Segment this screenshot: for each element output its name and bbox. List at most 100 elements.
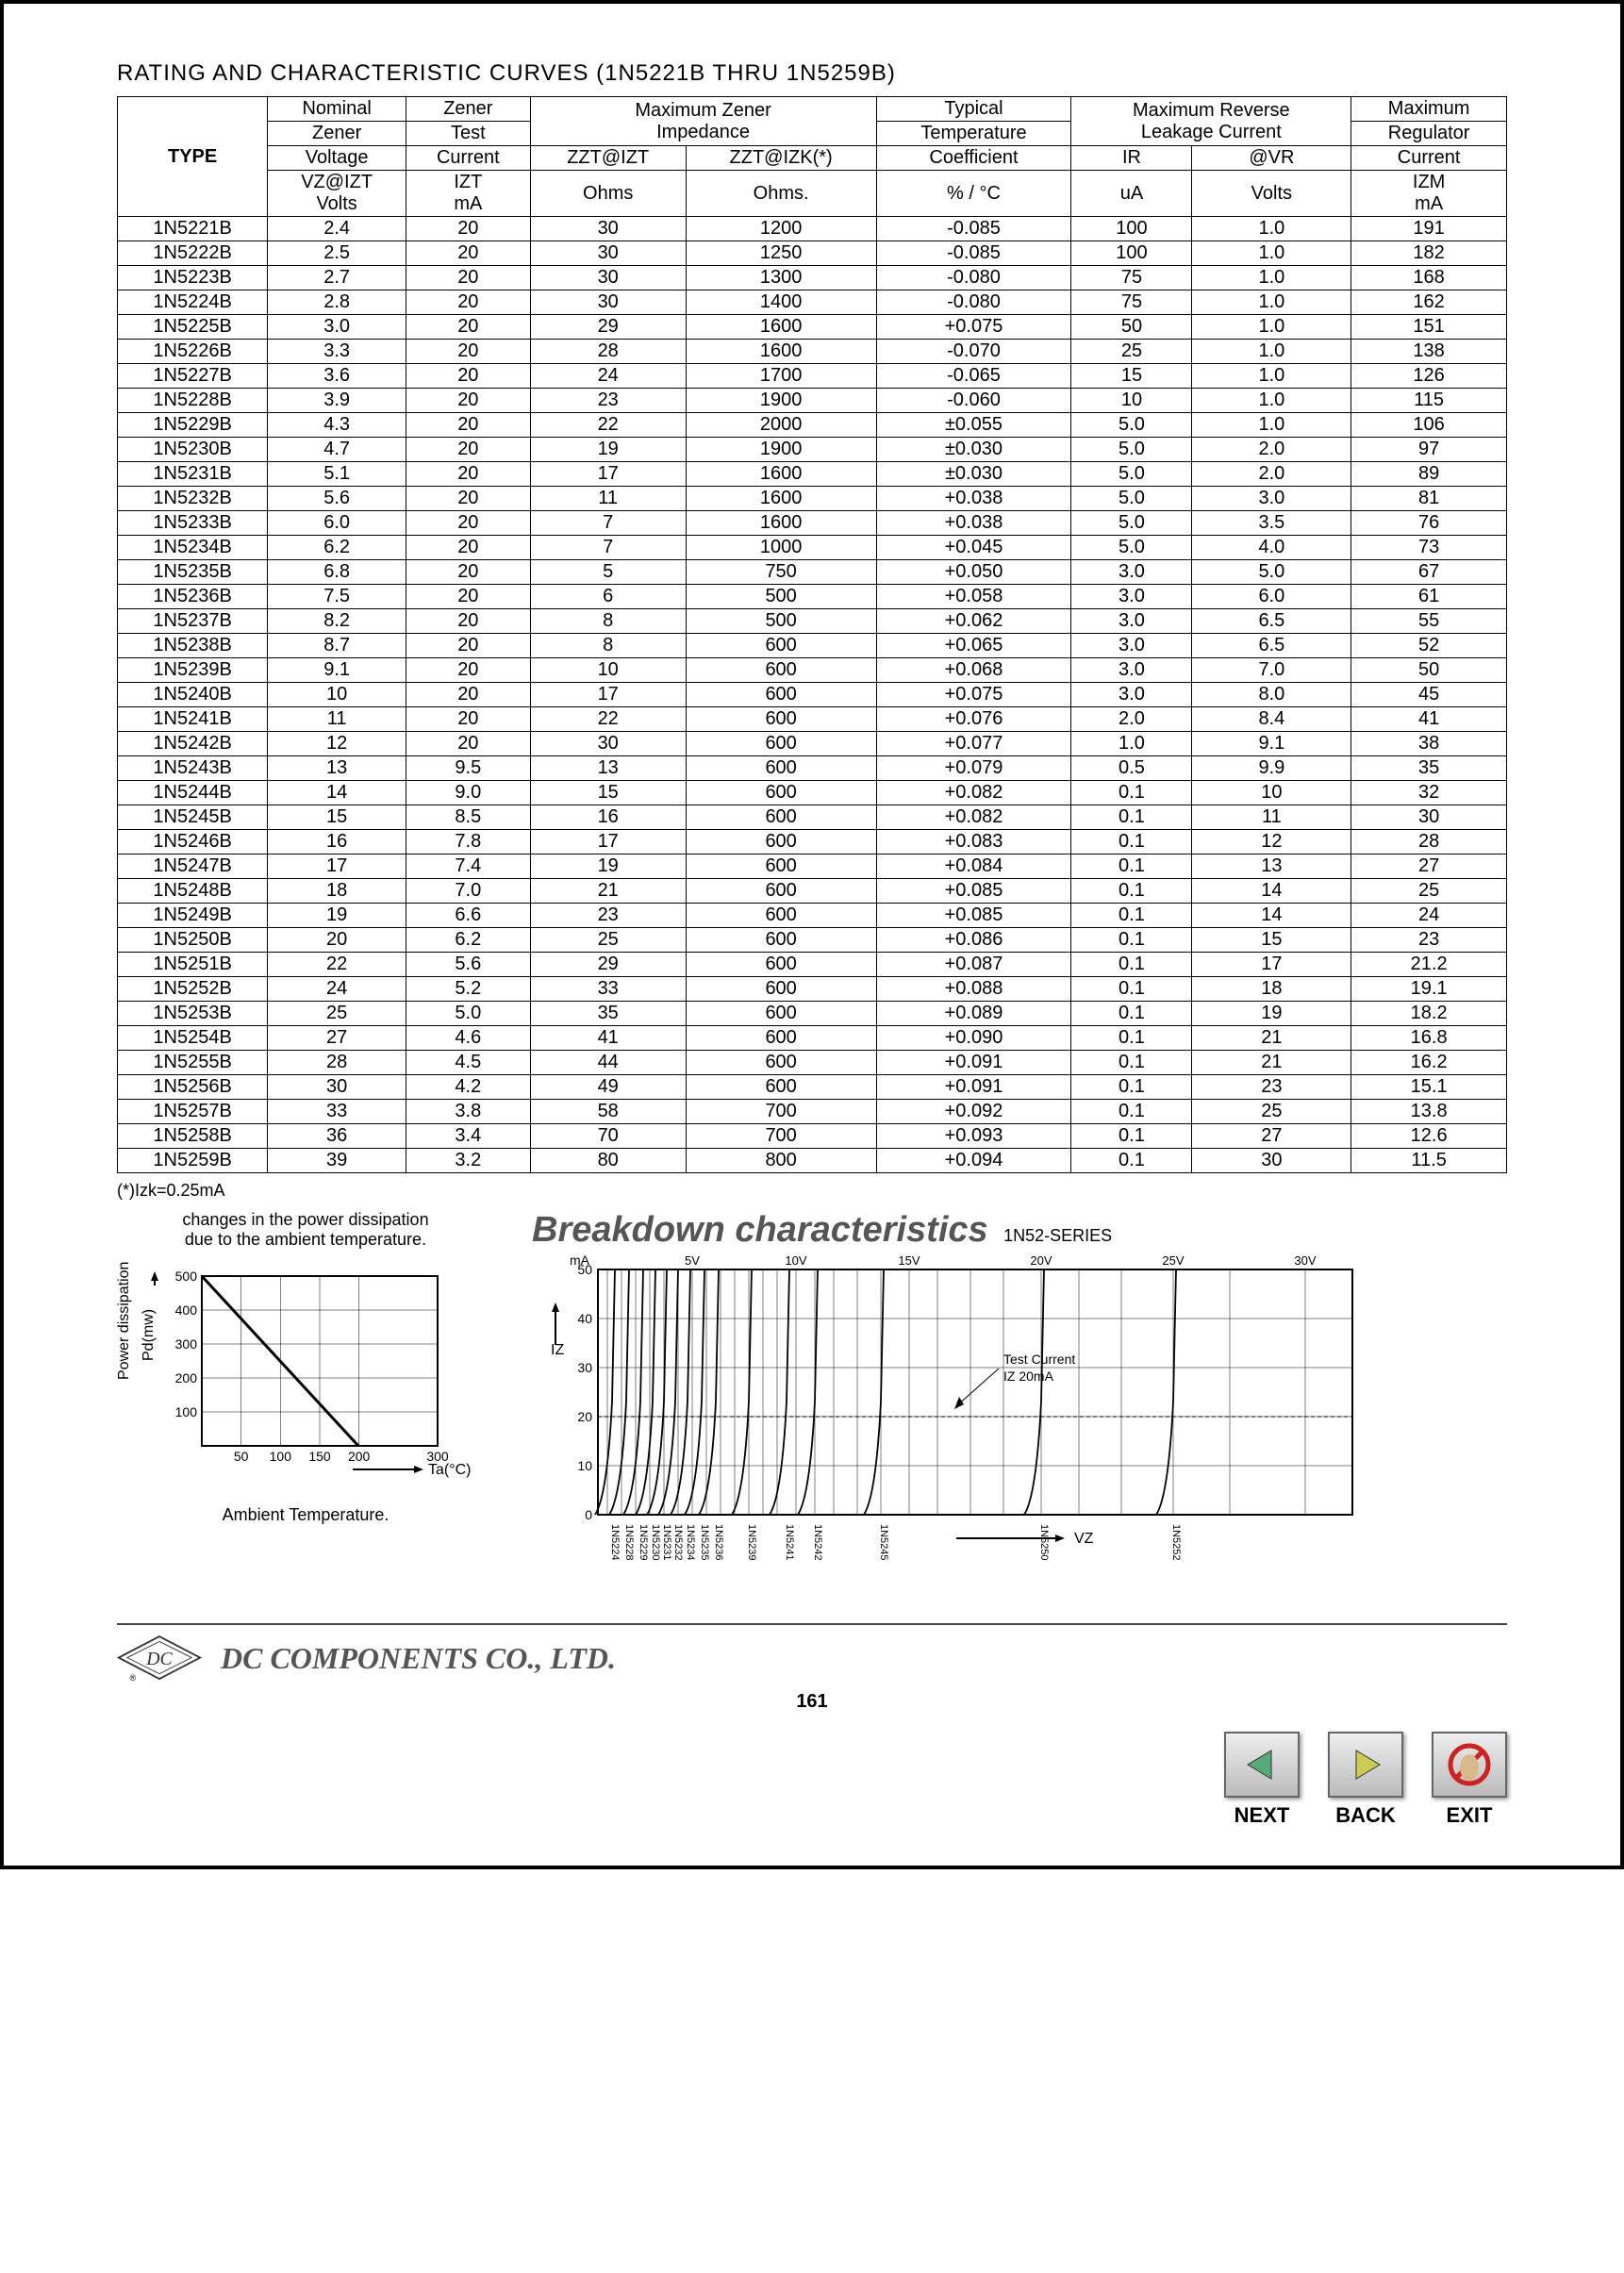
cell: 5.0 (1071, 536, 1192, 560)
cell: 27 (1351, 854, 1507, 879)
prev-arrow-icon (1224, 1732, 1300, 1798)
cell: 600 (686, 904, 876, 928)
cell: 20 (406, 536, 531, 560)
cell: 162 (1351, 290, 1507, 315)
cell: 600 (686, 1002, 876, 1026)
cell: 14 (1192, 904, 1351, 928)
cell: 5.0 (1071, 413, 1192, 438)
svg-text:40: 40 (577, 1311, 592, 1326)
cell: 8.7 (268, 634, 406, 658)
svg-text:IZ 20mA: IZ 20mA (1003, 1369, 1054, 1384)
cell: 3.6 (268, 364, 406, 389)
cell: 115 (1351, 389, 1507, 413)
next-button[interactable]: NEXT (1224, 1732, 1300, 1828)
cell: 1.0 (1192, 241, 1351, 266)
cell: 700 (686, 1100, 876, 1124)
exit-button[interactable]: EXIT (1432, 1732, 1507, 1828)
cell: 16.8 (1351, 1026, 1507, 1051)
cell: 600 (686, 953, 876, 977)
cell: 29 (530, 315, 686, 340)
svg-text:30: 30 (577, 1360, 592, 1375)
cell: 2.7 (268, 266, 406, 290)
h: uA (1071, 171, 1192, 217)
h: IR (1071, 146, 1192, 171)
cell: 600 (686, 1075, 876, 1100)
cell: 33 (530, 977, 686, 1002)
cell: 1N5223B (118, 266, 268, 290)
cell: 10 (1192, 781, 1351, 805)
cell: +0.088 (876, 977, 1071, 1002)
cell: 1N5255B (118, 1051, 268, 1075)
cell: 600 (686, 879, 876, 904)
svg-text:100: 100 (175, 1404, 198, 1419)
cell: 19 (1192, 1002, 1351, 1026)
cell: 1N5247B (118, 854, 268, 879)
back-button[interactable]: BACK (1328, 1732, 1403, 1828)
cell: 0.1 (1071, 904, 1192, 928)
cell: 600 (686, 1026, 876, 1051)
cell: 1N5232B (118, 487, 268, 511)
cell: 1N5222B (118, 241, 268, 266)
h: Regulator (1351, 122, 1507, 146)
cell: 81 (1351, 487, 1507, 511)
cell: 1N5241B (118, 707, 268, 732)
page-number: 161 (117, 1691, 1507, 1713)
cell: 18.2 (1351, 1002, 1507, 1026)
cell: 1N5234B (118, 536, 268, 560)
h: Temperature (876, 122, 1071, 146)
cell: 44 (530, 1051, 686, 1075)
cell: 23 (1192, 1075, 1351, 1100)
svg-text:400: 400 (175, 1302, 198, 1318)
cell: 10 (268, 683, 406, 707)
cell: 600 (686, 732, 876, 756)
cell: 21 (1192, 1026, 1351, 1051)
cell: 13.8 (1351, 1100, 1507, 1124)
cell: +0.062 (876, 609, 1071, 634)
table-row: 1N5249B196.623600+0.0850.11424 (118, 904, 1507, 928)
h: Typical (876, 97, 1071, 122)
cell: 6.5 (1192, 634, 1351, 658)
cell: 10 (530, 658, 686, 683)
cell: 30 (530, 241, 686, 266)
cell: 13 (268, 756, 406, 781)
cell: 29 (530, 953, 686, 977)
cell: 6.0 (268, 511, 406, 536)
svg-text:50: 50 (577, 1262, 592, 1277)
table-row: 1N5241B112022600+0.0762.08.441 (118, 707, 1507, 732)
cell: 25 (1192, 1100, 1351, 1124)
cell: 15 (530, 781, 686, 805)
table-row: 1N5252B245.233600+0.0880.11819.1 (118, 977, 1507, 1002)
cell: +0.068 (876, 658, 1071, 683)
cell: 100 (1071, 241, 1192, 266)
cell: -0.065 (876, 364, 1071, 389)
cell: 3.3 (268, 340, 406, 364)
cell: 7.4 (406, 854, 531, 879)
cell: 1N5259B (118, 1149, 268, 1173)
cell: 8.4 (1192, 707, 1351, 732)
cell: 27 (268, 1026, 406, 1051)
spec-table: TYPE Nominal Zener Maximum ZenerImpedanc… (117, 96, 1507, 1173)
cell: 17 (530, 683, 686, 707)
cell: 3.4 (406, 1124, 531, 1149)
cell: 1N5243B (118, 756, 268, 781)
power-dissipation-chart: changes in the power dissipationdue to t… (117, 1210, 494, 1525)
cell: 3.8 (406, 1100, 531, 1124)
cell: 36 (268, 1124, 406, 1149)
cell: +0.065 (876, 634, 1071, 658)
table-row: 1N5250B206.225600+0.0860.11523 (118, 928, 1507, 953)
cell: 20 (406, 340, 531, 364)
cell: 1900 (686, 438, 876, 462)
cell: 600 (686, 928, 876, 953)
cell: 19 (530, 854, 686, 879)
cell: 2.5 (268, 241, 406, 266)
chart2-title: Breakdown characteristics (532, 1210, 988, 1250)
cell: 28 (1351, 830, 1507, 854)
cell: 11 (530, 487, 686, 511)
cell: 500 (686, 585, 876, 609)
cell: -0.080 (876, 266, 1071, 290)
cell: 2.0 (1192, 462, 1351, 487)
h: VZ@IZTVolts (268, 171, 406, 217)
cell: 20 (406, 364, 531, 389)
cell: 35 (530, 1002, 686, 1026)
svg-text:1N5231: 1N5231 (661, 1524, 672, 1561)
